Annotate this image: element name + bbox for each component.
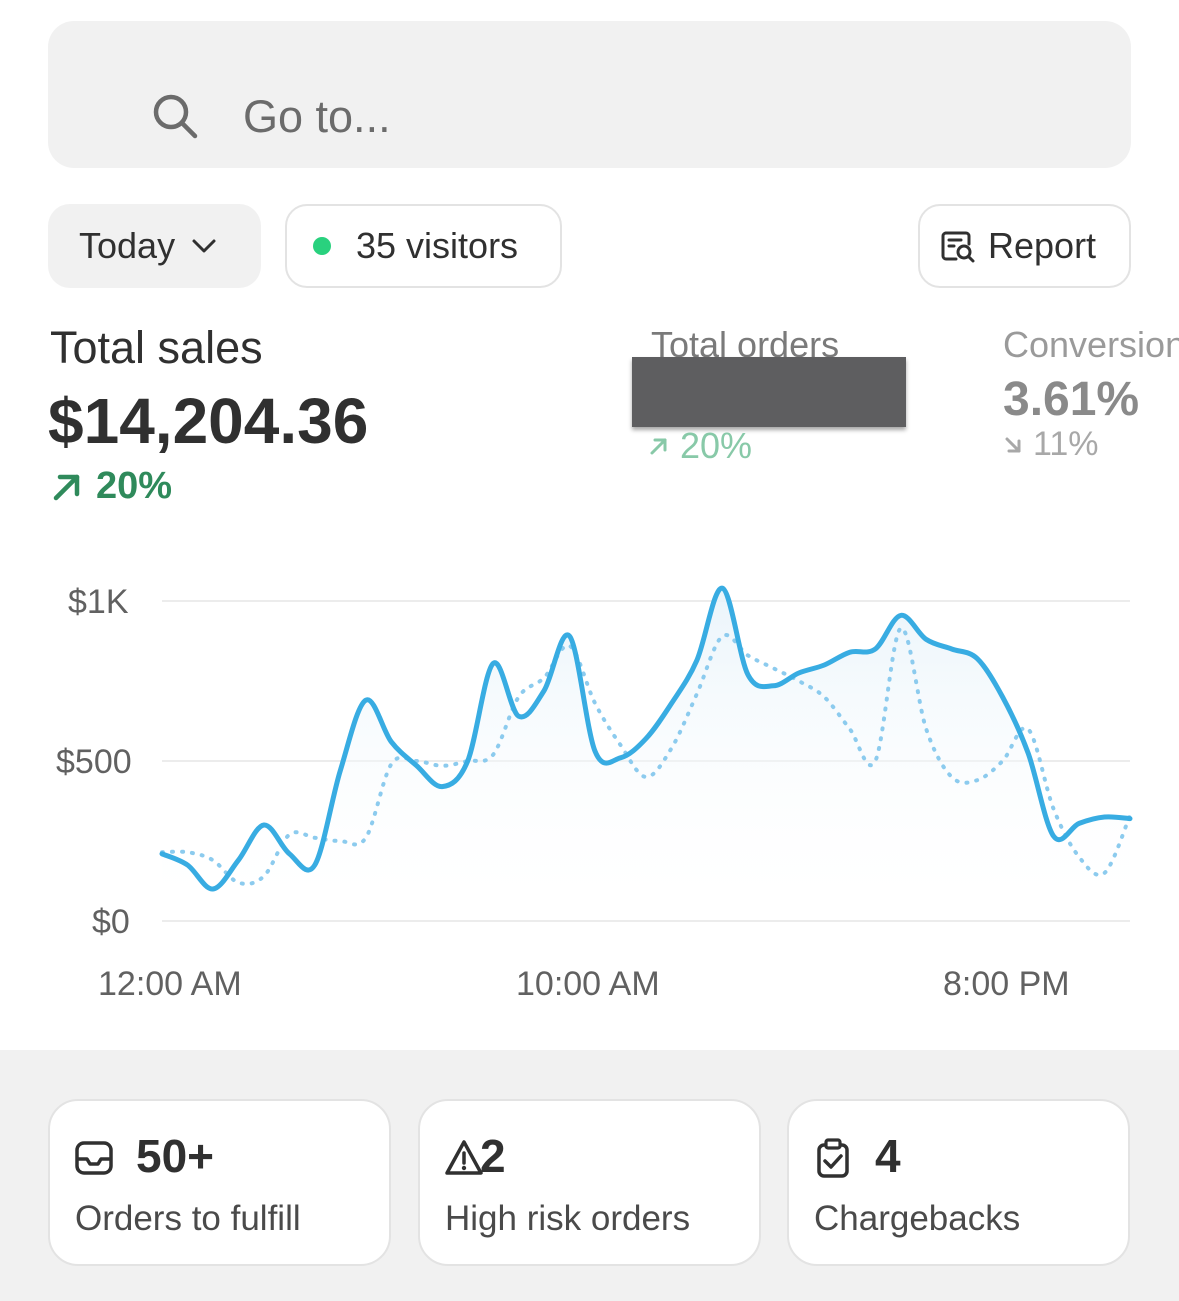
arrow-up-right-icon [53,474,80,500]
conversion-change: 11% [1003,425,1099,464]
high-risk-orders-card[interactable]: 2 High risk orders [418,1099,761,1266]
report-label: Report [988,225,1097,266]
redaction-box [632,357,906,427]
sales-area-fill [162,588,1130,921]
total-sales-change: 20% [50,465,172,508]
conversion-value: 3.61% [1003,373,1140,426]
orders-to-fulfill-card[interactable]: 50+ Orders to fulfill [48,1099,391,1266]
search-icon [153,94,198,139]
arrow-up-right-icon [650,438,667,455]
x-tick-label: 12:00 AM [98,965,242,1003]
arrow-down-right-icon [1005,437,1021,452]
sales-chart-svg [159,585,1133,922]
visitors-label: 35 visitors [356,225,519,266]
report-button[interactable]: Report [918,204,1131,288]
y-tick-label: $1K [68,583,129,621]
y-tick-label: $500 [56,743,132,781]
conversion-label[interactable]: Conversion [1003,324,1179,365]
inbox-icon [75,1141,113,1175]
total-sales-value: $14,204.36 [48,385,369,457]
search-bar[interactable]: Go to... [48,21,1131,168]
card-label: Chargebacks [814,1199,1021,1238]
current-series-line [159,585,1133,892]
total-sales-change-value: 20% [96,465,173,507]
x-tick-label: 8:00 PM [943,965,1070,1003]
clipboard-check-icon [817,1138,849,1178]
card-label: High risk orders [445,1199,691,1238]
warning-icon [445,1140,483,1175]
conversion-change-value: 11% [1033,425,1099,463]
sales-chart[interactable]: $1K $500 $0 12:00 AM 10:00 AM 8:00 PM [0,540,1179,1020]
y-tick-label: $0 [92,903,130,941]
card-label: Orders to fulfill [75,1199,301,1238]
live-status-dot [313,237,331,255]
total-orders-change: 20% [648,425,752,467]
chevron-down-icon [192,239,216,253]
live-visitors-button[interactable]: 35 visitors [285,204,562,288]
total-orders-change-value: 20% [680,425,753,466]
search-placeholder: Go to... [243,91,391,142]
report-icon [941,231,975,263]
card-number: 2 [480,1130,506,1182]
period-label: Today [79,225,176,266]
period-dropdown[interactable]: Today [48,204,261,288]
card-number: 4 [875,1130,901,1182]
total-sales-label[interactable]: Total sales [50,322,263,373]
card-number: 50+ [136,1130,215,1182]
x-tick-label: 10:00 AM [516,965,660,1003]
chargebacks-card[interactable]: 4 Chargebacks [787,1099,1130,1266]
